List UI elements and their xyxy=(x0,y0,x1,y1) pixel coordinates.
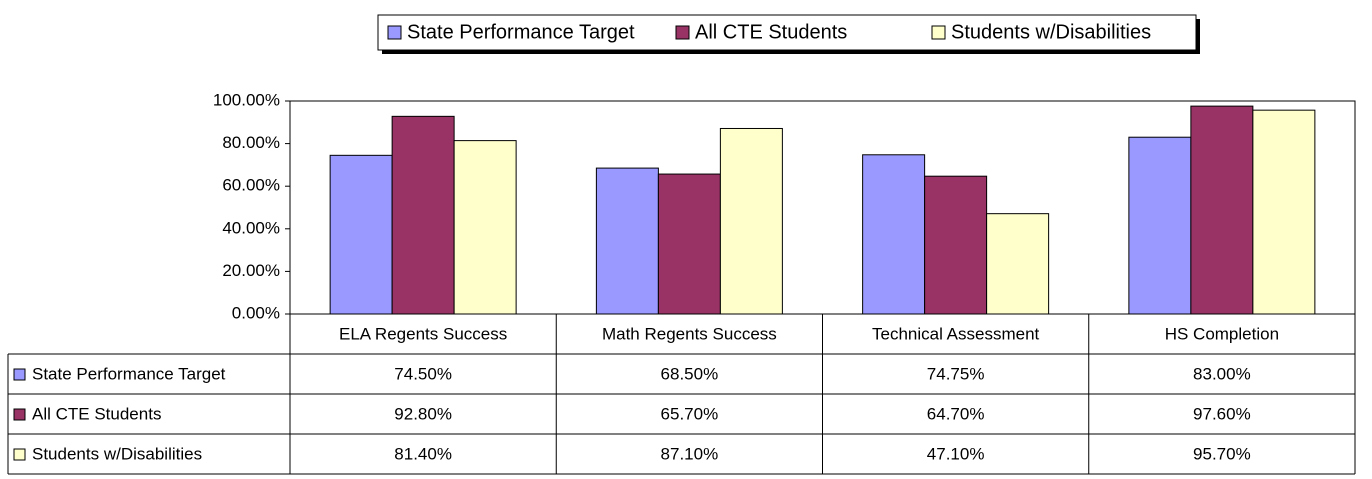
x-tick-label: HS Completion xyxy=(1165,324,1279,343)
legend: State Performance Target All CTE Students… xyxy=(377,14,1200,54)
bar xyxy=(924,175,988,315)
table-legend-swatch xyxy=(13,408,26,421)
bar xyxy=(329,154,393,315)
bar xyxy=(862,154,926,315)
table-value: 97.60% xyxy=(1193,404,1251,423)
x-tick-label: Technical Assessment xyxy=(872,324,1040,343)
table-row-label: Students w/Disabilities xyxy=(32,444,202,463)
bar xyxy=(719,127,783,315)
legend-label: Students w/Disabilities xyxy=(951,21,1151,43)
legend-label: State Performance Target xyxy=(407,21,635,43)
table-legend-swatch xyxy=(13,368,26,381)
bar xyxy=(391,115,455,315)
legend-swatch xyxy=(931,25,946,40)
table-value: 68.50% xyxy=(661,364,719,383)
table-row-label: State Performance Target xyxy=(32,364,226,383)
legend-swatch xyxy=(387,25,402,40)
x-tick-label: ELA Regents Success xyxy=(339,324,507,343)
y-tick-label: 100.00% xyxy=(213,90,280,109)
y-tick-label: 80.00% xyxy=(222,133,280,152)
bar xyxy=(1190,105,1254,315)
table-row-label: All CTE Students xyxy=(32,404,161,423)
bar xyxy=(1252,109,1316,315)
table-value: 65.70% xyxy=(661,404,719,423)
y-tick-label: 40.00% xyxy=(222,218,280,237)
table-value: 95.70% xyxy=(1193,444,1251,463)
y-tick-label: 60.00% xyxy=(222,176,280,195)
bar xyxy=(986,213,1050,315)
bar xyxy=(595,167,659,315)
table-legend-swatch xyxy=(13,448,26,461)
y-tick-label: 20.00% xyxy=(222,261,280,280)
legend-swatch xyxy=(675,25,690,40)
table-value: 74.75% xyxy=(927,364,985,383)
table-value: 81.40% xyxy=(394,444,452,463)
table-value: 83.00% xyxy=(1193,364,1251,383)
table-value: 87.10% xyxy=(661,444,719,463)
legend-box xyxy=(377,14,1197,51)
table-value: 92.80% xyxy=(394,404,452,423)
bar xyxy=(1128,136,1192,315)
table-value: 64.70% xyxy=(927,404,985,423)
bar xyxy=(657,173,721,315)
x-tick-label: Math Regents Success xyxy=(602,324,777,343)
y-tick-label: 0.00% xyxy=(232,303,280,322)
table-value: 74.50% xyxy=(394,364,452,383)
legend-label: All CTE Students xyxy=(695,21,847,43)
table-value: 47.10% xyxy=(927,444,985,463)
bar xyxy=(453,140,517,315)
